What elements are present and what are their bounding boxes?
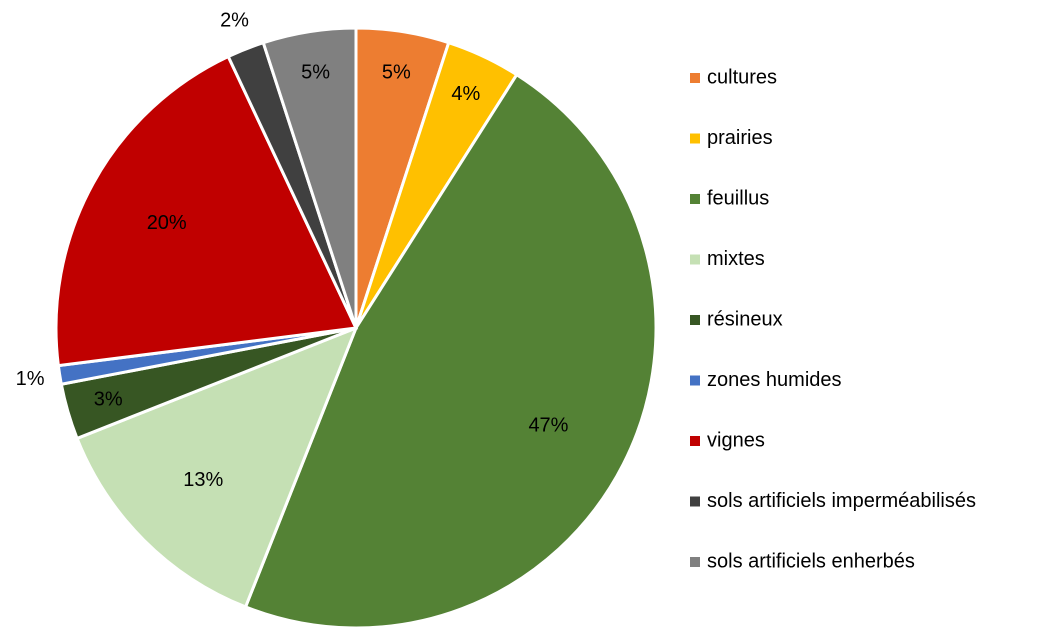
legend-label: feuillus [707, 187, 769, 209]
pie-slice [75, 325, 359, 609]
legend-swatch [690, 496, 700, 507]
legend-swatch [690, 73, 700, 83]
legend-label: zones humides [707, 369, 842, 391]
pie-slice [54, 54, 359, 368]
data-label: 13% [183, 469, 223, 491]
legend-swatch [690, 375, 700, 386]
legend-swatch [690, 133, 700, 144]
data-label: 20% [147, 212, 187, 234]
legend-label: mixtes [707, 248, 765, 270]
data-label: 2% [220, 9, 249, 31]
legend-label: cultures [707, 66, 777, 88]
legend-swatch [690, 254, 700, 265]
legend-swatch [690, 436, 700, 446]
legend-swatch [690, 194, 700, 204]
legend-swatch [690, 557, 700, 567]
data-label: 4% [451, 83, 480, 105]
legend-label: sols artificiels enherbés [707, 550, 915, 572]
legend-swatch [690, 315, 700, 325]
pie-slice [261, 26, 358, 329]
data-label: 47% [528, 414, 568, 436]
legend-label: vignes [707, 429, 765, 451]
data-label: 3% [94, 388, 123, 410]
legend-label: sols artificiels imperméabilisés [707, 490, 976, 512]
data-label: 5% [382, 61, 411, 83]
legend-label: prairies [707, 127, 773, 149]
data-label: 1% [16, 368, 45, 390]
legend-label: résineux [707, 308, 783, 330]
data-label: 5% [301, 61, 330, 83]
